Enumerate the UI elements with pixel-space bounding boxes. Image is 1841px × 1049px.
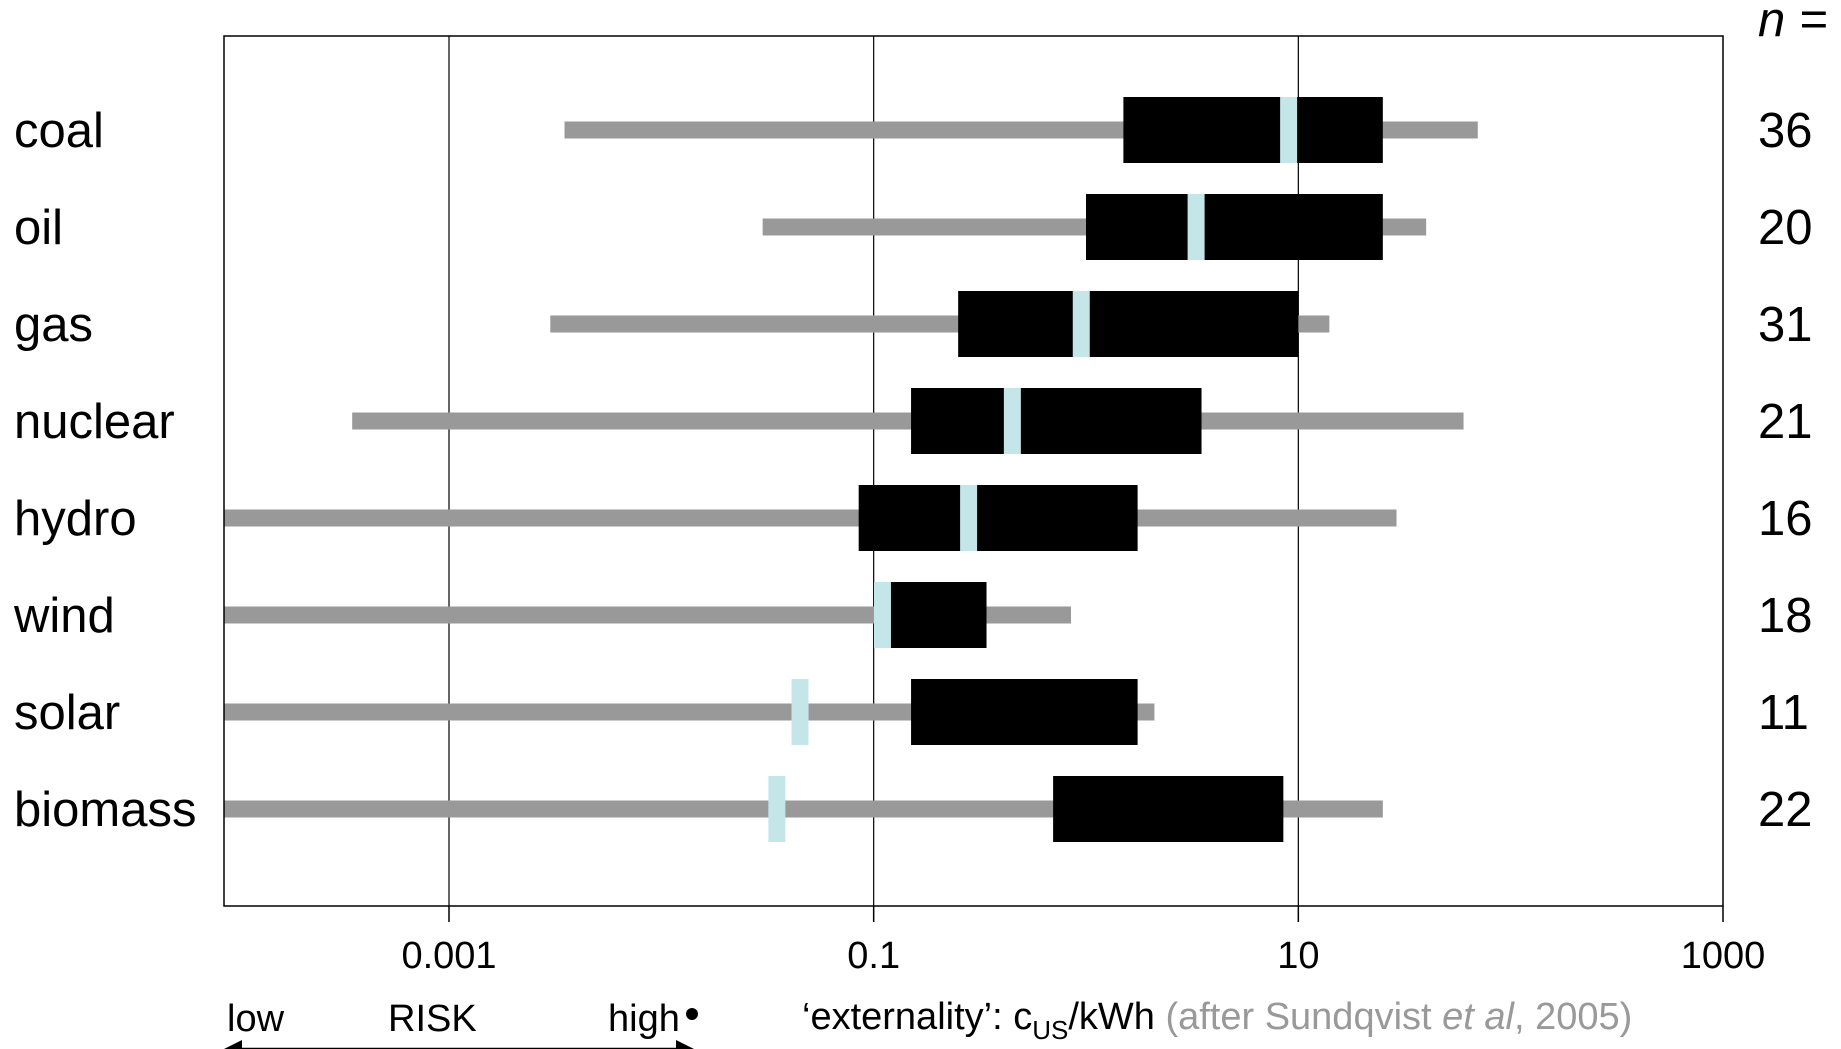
range-bar-nuclear [352,412,1464,430]
x-tick-label: 0.1 [847,935,900,977]
grid-layer [448,36,1299,906]
x-tick-label: 10 [1277,935,1319,977]
plot-frame [223,35,1724,907]
category-label-oil: oil [14,201,63,255]
category-label-hydro: hydro [14,492,137,546]
x-tick-label: 0.001 [401,935,496,977]
median-marker-solar [791,679,809,745]
x-tick-label: 1000 [1681,935,1766,977]
category-label-wind: wind [13,589,115,643]
risk-high-label: high [608,998,680,1040]
ticks-layer: 0.001 0.1 10 1000 [401,906,1765,977]
box-solar [911,679,1138,745]
labels-layer: coal 36 oil 20 gas 31 nuclear 21 hydro 16 wind 18 so… [13,104,1813,837]
box-oil [1086,194,1383,260]
median-marker-coal [1280,97,1298,163]
box-hydro [858,485,1138,551]
n-value-hydro: 16 [1758,492,1813,546]
risk-word-label: RISK [388,998,477,1040]
median-marker-wind [873,582,891,648]
range-bar-hydro [224,509,1397,527]
x-axis-label: ‘externality’: cUS/kWh (after Sundqvist … [802,996,1632,1045]
category-label-nuclear: nuclear [14,395,175,449]
risk-low-label: low [227,998,285,1040]
n-value-solar: 11 [1758,686,1809,740]
median-marker-hydro [960,485,978,551]
box-coal [1123,97,1383,163]
median-marker-oil [1187,194,1205,260]
n-value-oil: 20 [1758,201,1813,255]
box-nuclear [911,388,1202,454]
median-marker-nuclear [1003,388,1021,454]
category-label-solar: solar [14,686,120,740]
median-marker-gas [1072,291,1090,357]
risk-dot [686,1008,698,1020]
n-value-coal: 36 [1758,104,1813,158]
box-biomass [1053,776,1284,842]
category-label-gas: gas [14,298,93,352]
box-wind [890,582,987,648]
range-bar-wind [224,606,1072,624]
n-value-nuclear: 21 [1758,395,1813,449]
n-value-wind: 18 [1758,589,1813,643]
n-value-biomass: 22 [1758,783,1813,837]
category-label-coal: coal [14,104,104,158]
n-header: n = [1758,0,1827,47]
median-marker-biomass [768,776,786,842]
box-gas [958,291,1299,357]
bars-layer [224,97,1478,842]
risk-arrow [224,1040,694,1049]
category-label-biomass: biomass [14,783,196,837]
n-value-gas: 31 [1758,298,1813,352]
